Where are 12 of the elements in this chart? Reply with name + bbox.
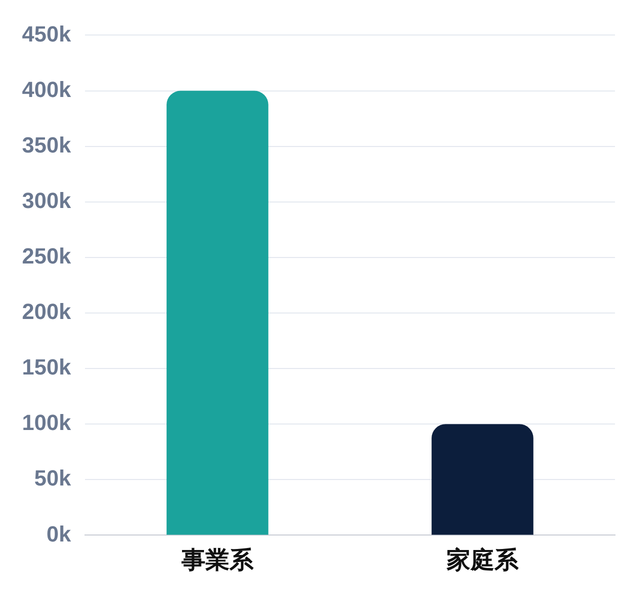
y-tick-label: 0k <box>46 521 72 546</box>
y-tick-label: 450k <box>22 21 72 46</box>
y-tick-label: 200k <box>22 299 72 324</box>
y-tick-label: 300k <box>22 188 72 213</box>
y-tick-label: 150k <box>22 354 72 380</box>
y-tick-label: 50k <box>34 466 72 491</box>
y-tick-label: 350k <box>22 132 72 158</box>
x-tick-label: 事業系 <box>180 546 254 574</box>
x-tick-label: 家庭系 <box>445 546 520 574</box>
y-tick-label: 400k <box>22 76 72 102</box>
y-tick-label: 250k <box>22 243 72 268</box>
y-tick-label: 100k <box>22 410 72 436</box>
